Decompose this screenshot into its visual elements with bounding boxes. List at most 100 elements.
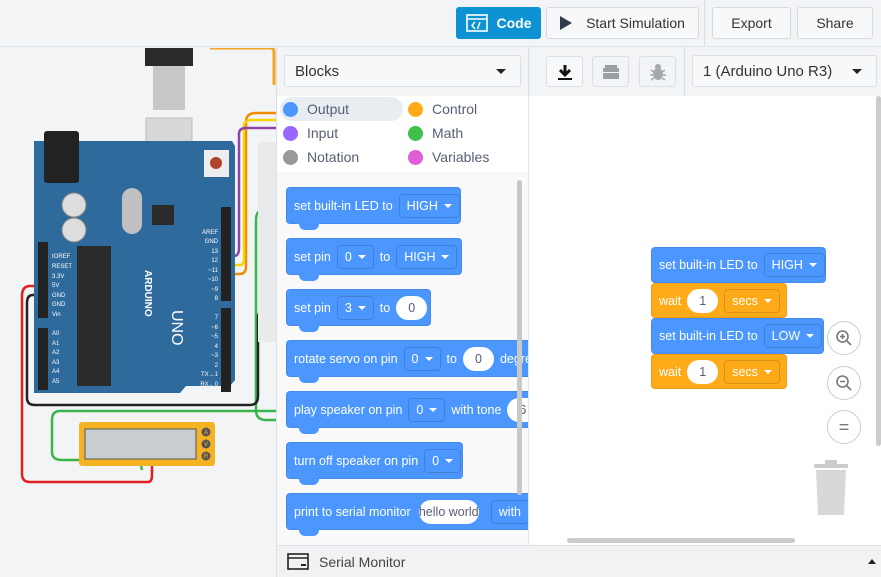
pin-dropdown[interactable]: 3 [336,295,374,320]
category-output[interactable]: Output [278,98,349,120]
angle-input[interactable]: 0 [462,346,494,371]
circuit-canvas[interactable]: ARDUINO UNO IOREF RESET 3.3V 5V GND GND … [0,48,276,577]
led-state-dropdown[interactable]: HIGH [763,253,825,277]
libraries-button[interactable] [592,56,629,87]
block-text: rotate servo on pin [294,351,398,366]
download-code-button[interactable] [546,56,583,87]
blocks-workspace[interactable]: set built-in LED to HIGH wait 1 secs set bu… [528,96,881,545]
caret-down-icon [429,407,438,412]
pin-dropdown[interactable]: 0 [336,244,374,269]
pin-label: 8 [215,296,219,302]
pin-dropdown[interactable]: 0 [408,397,446,422]
wait-input[interactable]: 1 [687,359,719,384]
caret-down-icon [806,334,815,338]
dropdown-value: secs [732,293,758,308]
category-label: Math [432,125,464,141]
workspace-block-set-led-low[interactable]: set built-in LED to LOW [651,318,824,354]
pin-label: TX→1 [201,372,219,378]
block-text: play speaker on pin [294,402,403,417]
state-dropdown[interactable]: HIGH [396,244,458,269]
editor-mode-dropdown[interactable]: Blocks [284,55,521,87]
pin-label: 2 [215,363,219,369]
category-math[interactable]: Math [403,122,463,144]
output-dot-icon [283,101,298,117]
pin-label: A4 [52,369,60,375]
block-categories: Output Control Input Math Notation Varia… [277,96,528,172]
text-input[interactable]: hello world [418,499,479,524]
device-dropdown[interactable]: 1 (Arduino Uno R3) [692,55,877,87]
mode-label: A [204,430,208,436]
pin-label: 3.3V [52,274,64,280]
zoom-in-button[interactable] [827,321,861,355]
category-label: Input [307,125,339,141]
input-dot-icon [283,125,298,141]
category-variables[interactable]: Variables [403,146,489,168]
unit-dropdown[interactable]: secs [724,359,780,384]
block-turn-off-speaker[interactable]: turn off speaker on pin 0 [286,442,463,485]
wire-yellow [228,118,276,267]
block-rotate-servo[interactable]: rotate servo on pin 0 to 0 degre [286,340,528,383]
block-set-builtin-led[interactable]: set built-in LED to HIGH [286,187,461,230]
trash-icon[interactable] [811,460,851,516]
bug-icon [649,63,666,81]
chip [77,246,111,386]
newline-dropdown[interactable]: with [490,499,528,524]
dropdown-value: HIGH [406,198,438,213]
download-icon [557,64,572,80]
debugger-button[interactable] [639,56,676,87]
block-text: to [446,351,457,366]
pin-label: 13 [211,249,218,255]
code-editor-icon [465,14,488,32]
caret-up-icon[interactable] [868,559,876,564]
value-input[interactable]: 0 [396,295,428,320]
workspace-block-set-led-high[interactable]: set built-in LED to HIGH [651,247,826,283]
block-set-pin[interactable]: set pin 0 to HIGH [286,238,462,281]
math-dot-icon [408,125,423,141]
block-print-serial[interactable]: print to serial monitor hello world with [286,493,528,536]
block-text: set pin [294,300,331,315]
editor-mode-value: Blocks [295,62,340,80]
share-button[interactable]: Share [797,7,873,39]
device-value: 1 (Arduino Uno R3) [703,62,833,80]
export-button[interactable]: Export [712,7,791,39]
led-state-dropdown[interactable]: HIGH [398,193,460,218]
caret-down-icon [852,69,862,74]
control-dot-icon [408,101,423,117]
palette-scrollbar[interactable] [517,180,522,495]
zoom-out-button[interactable] [827,366,861,400]
start-simulation-label: Start Simulation [586,15,685,31]
pin-label: A1 [52,341,60,347]
workspace-horizontal-scrollbar[interactable] [567,538,795,543]
pin-label: A3 [52,360,60,366]
block-text: wait [659,364,682,379]
workspace-vertical-scrollbar[interactable] [876,96,881,446]
dropdown-value: 3 [344,300,352,315]
pin-label: Vin [52,312,61,318]
category-notation[interactable]: Notation [278,146,359,168]
top-toolbar: Code Start Simulation Export Share [0,0,881,47]
start-simulation-button[interactable]: Start Simulation [546,7,699,39]
zoom-out-icon [836,375,852,391]
wire-purple [228,126,276,258]
pin-dropdown[interactable]: 0 [424,448,462,473]
workspace-block-wait[interactable]: wait 1 secs [651,354,787,389]
serial-monitor-bar[interactable]: Serial Monitor [277,545,881,577]
play-icon [560,16,573,30]
pin-label: ~5 [211,334,219,340]
code-button[interactable]: Code [456,7,541,39]
block-palette: set built-in LED to HIGH set pin 0 to HIGH s… [277,172,528,545]
block-set-pin-analog[interactable]: set pin 3 to 0 [286,289,431,332]
unit-dropdown[interactable]: secs [724,288,780,313]
workspace-block-wait[interactable]: wait 1 secs [651,283,787,318]
caret-down-icon [441,254,450,259]
breadboard [258,142,276,342]
wait-input[interactable]: 1 [687,288,719,313]
dropdown-value: 0 [411,351,419,366]
category-control[interactable]: Control [403,98,477,120]
block-play-speaker[interactable]: play speaker on pin 0 with tone 6 [286,391,528,434]
led-state-dropdown[interactable]: LOW [763,324,823,348]
pin-dropdown[interactable]: 0 [403,346,441,371]
category-input[interactable]: Input [278,122,338,144]
zoom-reset-button[interactable]: = [827,410,861,444]
caret-down-icon [763,369,772,374]
